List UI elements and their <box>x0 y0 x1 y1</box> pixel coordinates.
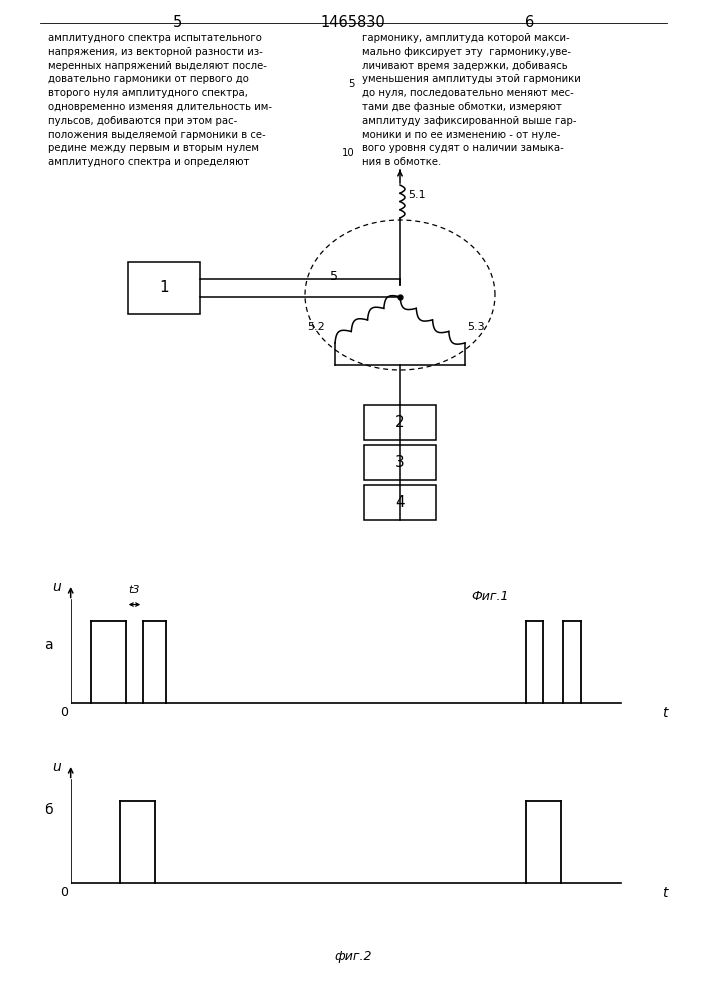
Text: фиг.2: фиг.2 <box>334 950 372 963</box>
Text: 3: 3 <box>395 455 405 470</box>
Text: б: б <box>44 803 52 817</box>
Text: амплитуду зафиксированной выше гар-: амплитуду зафиксированной выше гар- <box>362 116 576 126</box>
Text: u: u <box>52 760 61 774</box>
Text: одновременно изменяя длительность им-: одновременно изменяя длительность им- <box>48 102 272 112</box>
Text: мально фиксирует эту  гармонику,уве-: мально фиксирует эту гармонику,уве- <box>362 47 571 57</box>
Text: 4: 4 <box>395 495 405 510</box>
Text: 0: 0 <box>60 706 68 719</box>
Text: второго нуля амплитудного спектра,: второго нуля амплитудного спектра, <box>48 88 248 98</box>
Text: 0: 0 <box>60 886 68 899</box>
Bar <box>364 485 436 520</box>
Text: 2: 2 <box>395 415 405 430</box>
Text: t: t <box>662 706 667 720</box>
Text: 5.2: 5.2 <box>308 322 325 332</box>
Text: t3: t3 <box>129 585 140 595</box>
Text: положения выделяемой гармоники в се-: положения выделяемой гармоники в се- <box>48 130 266 140</box>
Text: а: а <box>44 638 52 652</box>
Text: 1: 1 <box>159 280 169 296</box>
Text: редине между первым и вторым нулем: редине между первым и вторым нулем <box>48 143 259 153</box>
Text: довательно гармоники от первого до: довательно гармоники от первого до <box>48 74 249 84</box>
Text: Фиг.1: Фиг.1 <box>472 590 509 603</box>
Text: пульсов, добиваются при этом рас-: пульсов, добиваются при этом рас- <box>48 116 238 126</box>
Text: t: t <box>662 886 667 900</box>
Text: моники и по ее изменению - от нуле-: моники и по ее изменению - от нуле- <box>362 130 561 140</box>
Text: 5.1: 5.1 <box>408 190 426 200</box>
Text: тами две фазные обмотки, измеряют: тами две фазные обмотки, измеряют <box>362 102 562 112</box>
Text: 5: 5 <box>330 270 338 283</box>
Text: гармонику, амплитуда которой макси-: гармонику, амплитуда которой макси- <box>362 33 570 43</box>
Text: u: u <box>52 580 61 594</box>
Text: 10: 10 <box>342 148 355 158</box>
Text: напряжения, из векторной разности из-: напряжения, из векторной разности из- <box>48 47 263 57</box>
Text: вого уровня судят о наличии замыка-: вого уровня судят о наличии замыка- <box>362 143 563 153</box>
Text: амплитудного спектра и определяют: амплитудного спектра и определяют <box>48 157 250 167</box>
Text: 1465830: 1465830 <box>321 15 385 30</box>
Text: 5: 5 <box>349 79 355 89</box>
Bar <box>364 405 436 440</box>
Text: 5: 5 <box>173 15 182 30</box>
Bar <box>364 445 436 480</box>
Bar <box>128 262 200 314</box>
Text: уменьшения амплитуды этой гармоники: уменьшения амплитуды этой гармоники <box>362 74 580 84</box>
Text: личивают время задержки, добиваясь: личивают время задержки, добиваясь <box>362 61 568 71</box>
Text: меренных напряжений выделяют после-: меренных напряжений выделяют после- <box>48 61 267 71</box>
Text: ния в обмотке.: ния в обмотке. <box>362 157 441 167</box>
Text: 5.3: 5.3 <box>467 322 484 332</box>
Text: 6: 6 <box>525 15 534 30</box>
Text: до нуля, последовательно меняют мес-: до нуля, последовательно меняют мес- <box>362 88 574 98</box>
Text: амплитудного спектра испытательного: амплитудного спектра испытательного <box>48 33 262 43</box>
